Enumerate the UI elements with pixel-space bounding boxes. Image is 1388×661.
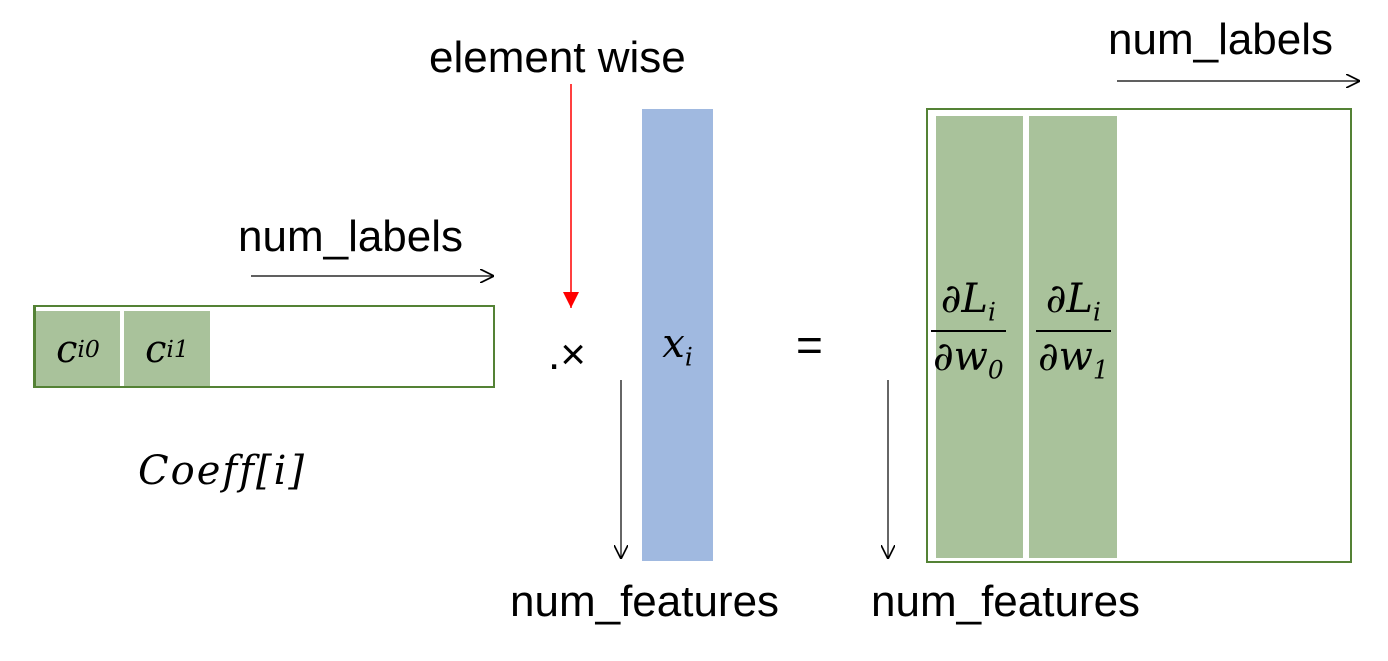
x-vector: xi xyxy=(642,109,713,561)
coeff-cell-0-base: c xyxy=(56,326,78,371)
coeff-cell-0-sub: i0 xyxy=(77,334,100,363)
coeff-cell-1-sub: i1 xyxy=(166,334,189,363)
num-features-mid-label: num_features xyxy=(510,577,780,626)
num-features-right-label: num_features xyxy=(871,577,1141,626)
gradient-column-0 xyxy=(936,116,1023,558)
gradient-fraction-1: ∂Li ∂w1 xyxy=(1036,278,1111,383)
grad-0-den-sub: 0 xyxy=(987,355,1004,385)
grad-0-fraction-bar xyxy=(931,329,1006,332)
element-wise-label: element wise xyxy=(429,33,686,82)
num-labels-right-label: num_labels xyxy=(1108,15,1334,64)
gradient-fraction-0: ∂Li ∂w0 xyxy=(931,278,1006,383)
grad-0-num-sub: i xyxy=(988,297,996,327)
gradient-column-1 xyxy=(1029,116,1117,558)
x-vector-sub: i xyxy=(684,342,693,372)
x-vector-base: x xyxy=(662,321,685,367)
gradient-matrix xyxy=(926,108,1352,563)
equals-sign: = xyxy=(796,319,823,371)
grad-0-num-base: ∂L xyxy=(940,276,988,322)
num-labels-left-label: num_labels xyxy=(238,212,464,261)
coeff-label: Coeff[i] xyxy=(138,448,306,494)
grad-0-den-base: ∂w xyxy=(933,333,988,380)
coeff-cell-1: c i1 xyxy=(124,311,210,386)
grad-1-den-sub: 1 xyxy=(1092,355,1109,385)
grad-1-den-base: ∂w xyxy=(1038,333,1093,380)
coeff-cell-0: c i0 xyxy=(36,311,120,386)
elementwise-operator: .× xyxy=(548,330,586,379)
grad-1-fraction-bar xyxy=(1036,329,1111,332)
coeff-vector-left-edge xyxy=(33,307,36,386)
coeff-cell-1-base: c xyxy=(145,326,167,371)
grad-1-num-sub: i xyxy=(1093,297,1101,327)
coeff-vector: c i0 c i1 xyxy=(33,305,495,388)
x-vector-label: xi xyxy=(662,321,693,561)
grad-1-num-base: ∂L xyxy=(1045,276,1093,322)
